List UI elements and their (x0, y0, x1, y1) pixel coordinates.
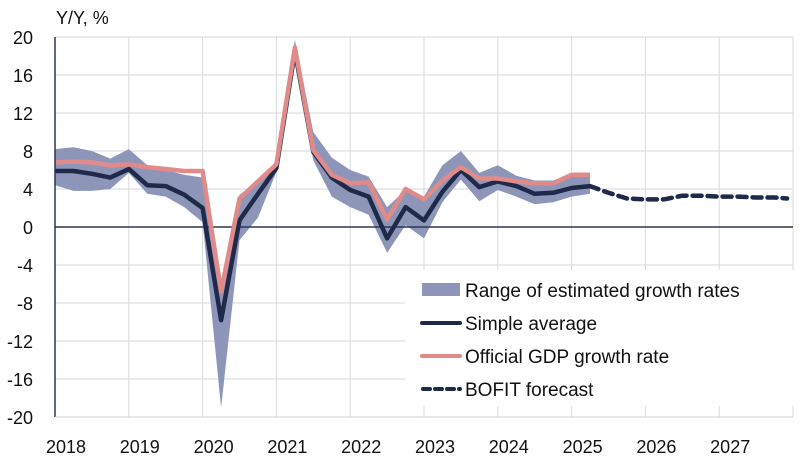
x-tick-label: 2025 (563, 437, 603, 457)
y-tick-label: -8 (17, 294, 33, 314)
y-axis-title: Y/Y, % (56, 8, 109, 28)
legend-label: Simple average (465, 314, 597, 335)
x-tick-label: 2021 (267, 437, 307, 457)
axes-layer (54, 37, 793, 418)
x-tick-label: 2027 (710, 437, 750, 457)
legend-label: Range of estimated growth rates (465, 281, 740, 302)
legend-item-forecast: BOFIT forecast (421, 380, 594, 401)
y-tick-labels: 20 16 12 8 4 0 -4 -8 -12 -16 -20 (7, 28, 33, 428)
legend-label: BOFIT forecast (465, 380, 594, 401)
x-tick-label: 2022 (341, 437, 381, 457)
legend-label: Official GDP growth rate (465, 347, 669, 368)
legend-background (405, 270, 794, 406)
legend-swatch-band (422, 283, 460, 296)
legend-item-simple-average: Simple average (420, 314, 597, 335)
y-tick-label: -4 (17, 256, 33, 276)
y-tick-label: 12 (13, 104, 33, 124)
bofit-forecast-line (587, 183, 790, 202)
y-tick-label: 4 (23, 180, 33, 200)
official-gdp-line (54, 45, 590, 294)
x-tick-label: 2020 (194, 437, 234, 457)
x-tick-label: 2026 (636, 437, 676, 457)
x-tick-label: 2018 (46, 437, 86, 457)
y-tick-label: -12 (7, 332, 33, 352)
legend: Range of estimated growth rates Simple a… (405, 270, 794, 406)
y-tick-label: 8 (23, 142, 33, 162)
legend-item-range: Range of estimated growth rates (422, 281, 740, 302)
y-tick-label: 0 (23, 218, 33, 238)
y-tick-label: 20 (13, 28, 33, 48)
x-tick-label: 2023 (415, 437, 455, 457)
legend-item-official: Official GDP growth rate (420, 347, 669, 368)
y-tick-label: -20 (7, 408, 33, 428)
y-tick-label: -16 (7, 370, 33, 390)
x-tick-label: 2024 (489, 437, 529, 457)
y-tick-label: 16 (13, 66, 33, 86)
x-tick-label: 2019 (120, 437, 160, 457)
x-tick-labels: 2018 2019 2020 2021 2022 2023 2024 2025 2026 2027 (46, 437, 750, 457)
series-lines-layer (54, 45, 790, 323)
